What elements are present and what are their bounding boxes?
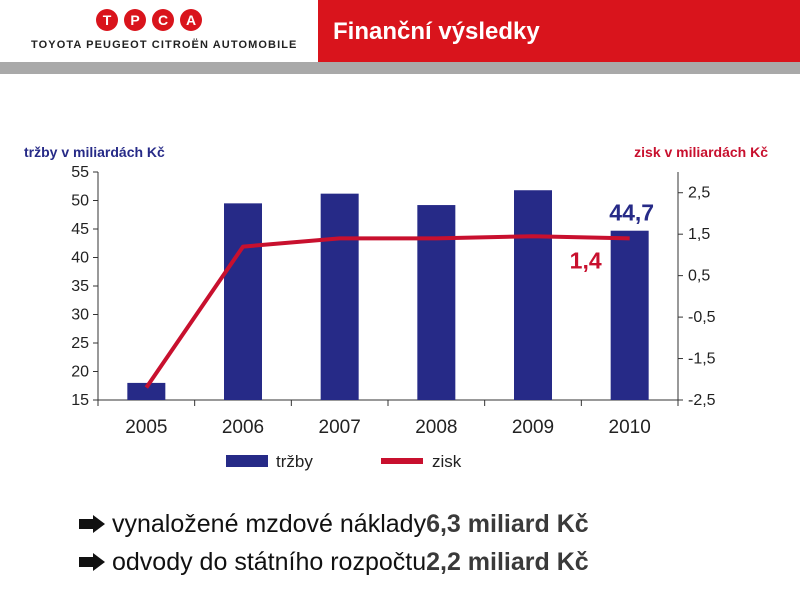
- bar-2006: [224, 203, 262, 400]
- legend-label-zisk: zisk: [432, 452, 462, 471]
- bullet-item: vynaložené mzdové náklady 6,3 miliard Kč: [78, 505, 589, 543]
- y-tick-label: 55: [71, 164, 89, 181]
- y-tick-label: 45: [71, 221, 89, 238]
- header: T P C A TOYOTA PEUGEOT CITROËN AUTOMOBIL…: [0, 0, 800, 62]
- data-label-zisk: 1,4: [570, 247, 602, 273]
- y2-tick-label: -2,5: [688, 392, 716, 409]
- logo-letters: T P C A: [96, 9, 202, 31]
- bullet-list: vynaložené mzdové náklady 6,3 miliard Kč…: [78, 505, 589, 581]
- arrow-right-icon: [79, 515, 105, 533]
- x-tick-label: 2010: [609, 417, 651, 438]
- arrow-right-icon: [79, 553, 105, 571]
- bar-2010: [610, 230, 649, 400]
- logo-letter-t: T: [96, 9, 118, 31]
- y2-tick-label: -1,5: [688, 351, 716, 368]
- y2-tick-label: 1,5: [688, 226, 710, 243]
- y-tick-label: 25: [71, 335, 89, 352]
- line-zisk: [144, 234, 630, 389]
- y-tick-label: 20: [71, 364, 89, 381]
- x-tick-label: 2006: [222, 417, 264, 438]
- x-tick-label: 2005: [125, 417, 167, 438]
- title-bar: Finanční výsledky: [318, 0, 800, 62]
- bullet-item: odvody do státního rozpočtu 2,2 miliard …: [78, 543, 589, 581]
- y-tick-label: 30: [71, 307, 89, 324]
- bullet-text: odvody do státního rozpočtu: [112, 547, 427, 576]
- x-tick-label: 2009: [512, 417, 554, 438]
- y-tick-label: 40: [71, 250, 89, 267]
- legend-swatch-zisk: [381, 458, 423, 464]
- bullet-value: 2,2 miliard Kč: [426, 547, 589, 576]
- data-label-trzby: 44,7: [609, 200, 654, 226]
- header-divider: [0, 62, 800, 74]
- legend-swatch-trzby: [226, 455, 268, 467]
- bullet-text: vynaložené mzdové náklady: [112, 509, 427, 538]
- bar-2007: [320, 193, 359, 400]
- y2-tick-label: 0,5: [688, 268, 710, 285]
- y-tick-label: 50: [71, 193, 89, 210]
- bullet-value: 6,3 miliard Kč: [426, 509, 589, 538]
- bar-2008: [417, 205, 456, 400]
- logo-letter-c: C: [152, 9, 174, 31]
- logo: T P C A TOYOTA PEUGEOT CITROËN AUTOMOBIL…: [0, 0, 318, 62]
- y2-tick-label: 2,5: [688, 185, 710, 202]
- page-title: Finanční výsledky: [333, 18, 540, 45]
- y-tick-label: 35: [71, 278, 89, 295]
- x-tick-label: 2007: [319, 417, 361, 438]
- bar-2005: [127, 382, 166, 400]
- y2-tick-label: -0,5: [688, 309, 716, 326]
- logo-subtitle: TOYOTA PEUGEOT CITROËN AUTOMOBILE: [31, 39, 298, 51]
- y-tick-label: 15: [71, 392, 89, 409]
- logo-letter-a: A: [180, 9, 202, 31]
- logo-letter-p: P: [124, 9, 146, 31]
- y-axis-title-left: tržby v miliardách Kč: [24, 144, 165, 160]
- x-tick-label: 2008: [415, 417, 457, 438]
- y-axis-title-right: zisk v miliardách Kč: [634, 144, 768, 160]
- legend-label-trzby: tržby: [276, 452, 313, 471]
- bar-2009: [514, 190, 552, 400]
